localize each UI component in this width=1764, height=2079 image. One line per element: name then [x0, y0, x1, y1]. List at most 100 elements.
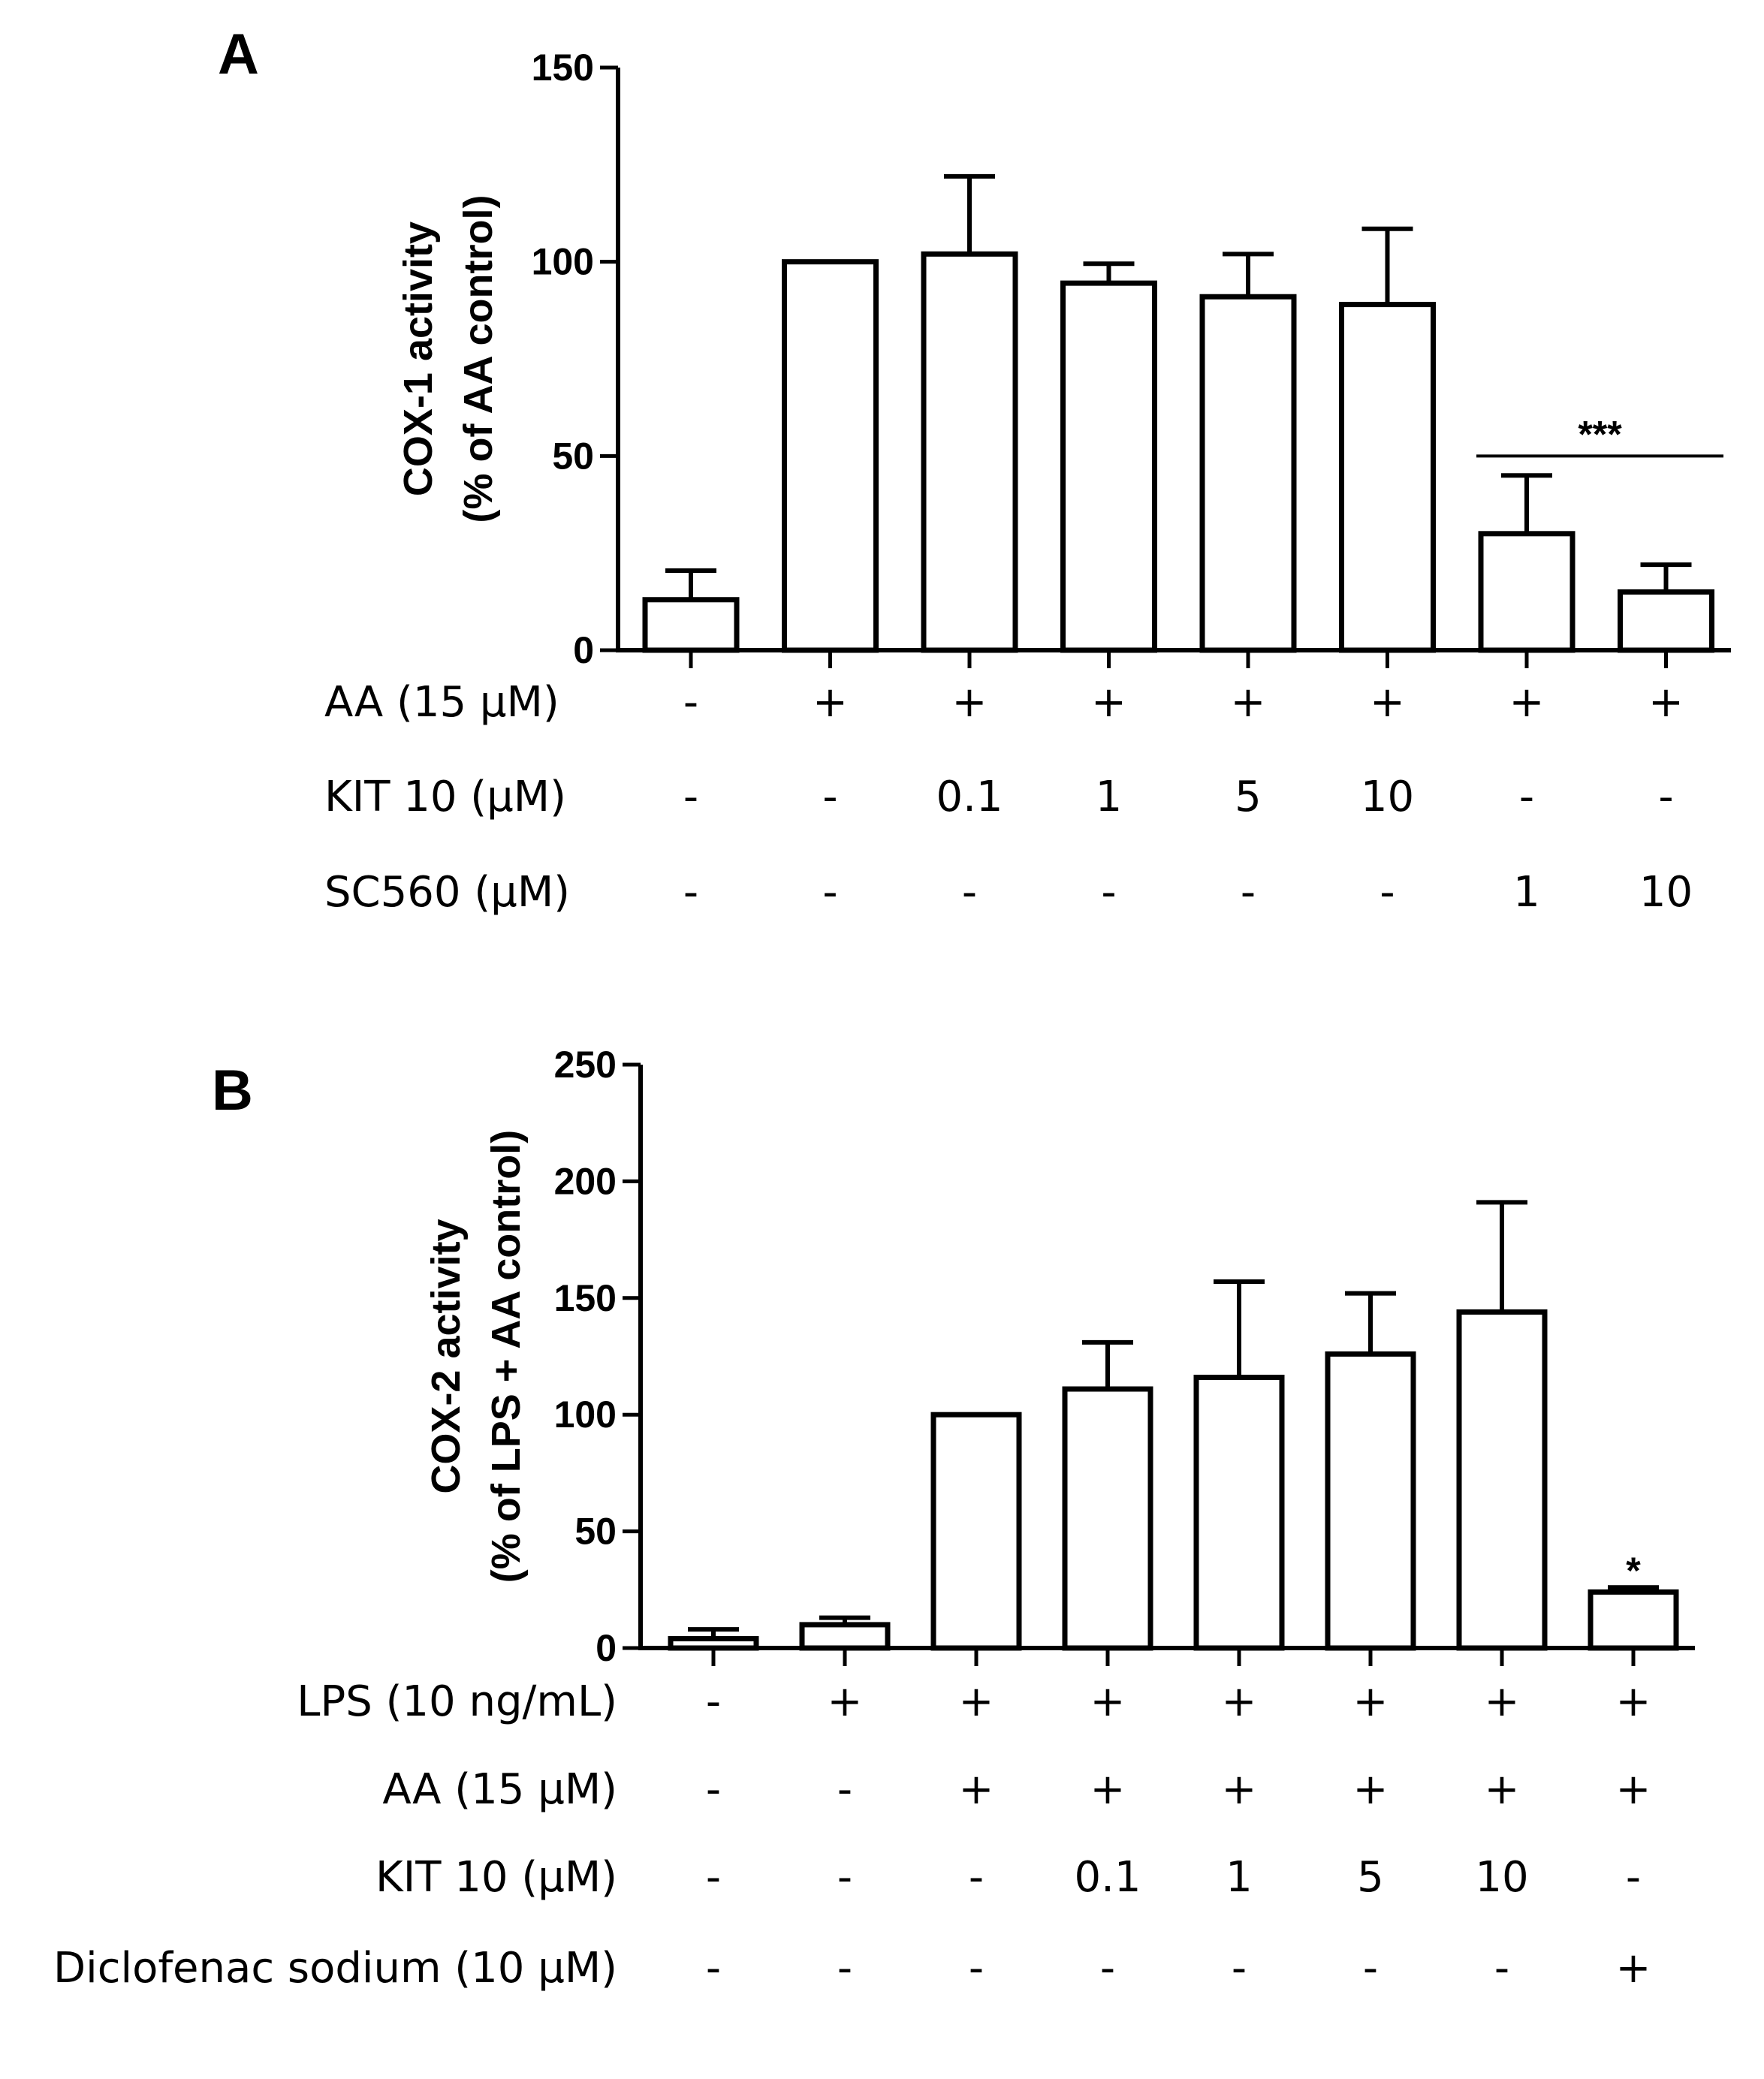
condition-value: + [959, 1677, 994, 1726]
panel-a: A 0 50 100 150 COX-1 activity (% of AA contro… [218, 23, 1731, 917]
condition-value: + [1353, 1765, 1389, 1814]
condition-label: KIT 10 (μM) [324, 773, 566, 821]
condition-value: 0.1 [936, 773, 1003, 821]
condition-label: KIT 10 (μM) [375, 1853, 617, 1902]
condition-value: - [706, 1853, 721, 1902]
condition-value: + [1370, 678, 1405, 727]
condition-value: - [683, 773, 698, 821]
condition-value: 5 [1357, 1853, 1384, 1902]
condition-label: LPS (10 ng/mL) [297, 1677, 617, 1726]
condition-value: - [822, 773, 837, 821]
condition-value: - [1519, 773, 1534, 821]
condition-value: + [959, 1765, 994, 1814]
condition-value: + [813, 678, 848, 727]
condition-value: - [683, 868, 698, 917]
y-axis-title-line1: COX-2 activity [424, 1219, 469, 1493]
condition-value: - [962, 868, 977, 917]
condition-label: SC560 (μM) [324, 868, 570, 917]
condition-value: - [1101, 868, 1116, 917]
y-axis-title-line1: COX-1 activity [396, 221, 441, 496]
condition-value: + [1485, 1765, 1520, 1814]
bar [1618, 589, 1714, 653]
y-tick-label: 0 [573, 629, 594, 671]
bar [782, 259, 879, 653]
bar [1199, 294, 1297, 653]
bar [799, 1622, 891, 1651]
condition-value: - [1380, 868, 1395, 917]
condition-value: - [1100, 1944, 1115, 1993]
bar [1062, 1386, 1153, 1651]
y-tick-label: 100 [554, 1394, 617, 1436]
condition-value: - [1494, 1944, 1509, 1993]
bar [668, 1636, 759, 1651]
condition-value: - [1241, 868, 1256, 917]
condition-value: - [706, 1677, 721, 1726]
condition-value: - [706, 1765, 721, 1814]
bar [1193, 1374, 1285, 1651]
condition-value: - [1658, 773, 1673, 821]
condition-value: 10 [1639, 868, 1693, 917]
y-axis-title-line2: (% of LPS + AA control) [484, 1130, 529, 1583]
condition-value: 0.1 [1074, 1853, 1141, 1902]
condition-value: + [1090, 1677, 1126, 1726]
y-tick-label: 50 [574, 1511, 617, 1553]
condition-value: - [1626, 1853, 1641, 1902]
condition-value: + [952, 678, 988, 727]
condition-value: + [1091, 678, 1126, 727]
condition-value: - [706, 1944, 721, 1993]
condition-value: + [1648, 678, 1684, 727]
condition-value: 1 [1513, 868, 1540, 917]
condition-value: + [828, 1677, 863, 1726]
condition-label: AA (15 μM) [382, 1765, 617, 1814]
y-tick-label: 150 [554, 1277, 617, 1319]
panel-b-axes: 0 50 100 150 200 250 COX-2 activity (% of LPS +… [424, 1044, 1695, 1669]
panel-a-axes: 0 50 100 150 COX-1 activity (% of AA control) [396, 47, 1731, 671]
condition-value: + [1222, 1677, 1257, 1726]
y-tick-label: 0 [596, 1627, 617, 1669]
y-tick-label: 150 [532, 47, 594, 89]
condition-value: + [1353, 1677, 1389, 1726]
condition-value: - [837, 1765, 852, 1814]
panel-b: B 0 50 100 150 200 250 COX-2 activity (% of LPS… [53, 1044, 1695, 1993]
y-tick-label: 200 [554, 1160, 617, 1202]
condition-value: - [1232, 1944, 1247, 1993]
condition-value: 1 [1226, 1853, 1253, 1902]
bar [642, 597, 740, 653]
significance-label: * [1626, 1550, 1641, 1592]
condition-value: 5 [1235, 773, 1262, 821]
bar [921, 251, 1018, 653]
condition-value: - [837, 1853, 852, 1902]
condition-value: + [1616, 1765, 1651, 1814]
bar [1060, 280, 1157, 653]
condition-value: - [969, 1853, 984, 1902]
condition-label: Diclofenac sodium (10 μM) [53, 1944, 617, 1993]
condition-value: + [1485, 1677, 1520, 1726]
bar [930, 1412, 1022, 1651]
panel-letter-a: A [218, 23, 259, 86]
bar [1339, 302, 1436, 653]
condition-value: - [822, 868, 837, 917]
y-tick-label: 250 [554, 1044, 617, 1086]
condition-value: - [683, 678, 698, 727]
condition-value: + [1509, 678, 1545, 727]
condition-value: 1 [1096, 773, 1123, 821]
condition-value: - [837, 1944, 852, 1993]
condition-value: + [1222, 1765, 1257, 1814]
significance-label: *** [1578, 413, 1622, 455]
condition-value: - [969, 1944, 984, 1993]
bar [1325, 1351, 1416, 1651]
condition-label: AA (15 μM) [324, 678, 559, 727]
panel-letter-b: B [212, 1059, 253, 1122]
panel-b-conditions: LPS (10 ng/mL) - + + + + + + + AA (15 μM) - - + + + + + +… [53, 1677, 1651, 1993]
y-tick-label: 50 [552, 435, 594, 477]
condition-value: 10 [1475, 1853, 1528, 1902]
panel-b-bars: * [668, 1200, 1679, 1651]
condition-value: 10 [1361, 773, 1414, 821]
bar [1478, 531, 1576, 653]
bar [1588, 1589, 1679, 1651]
condition-value: + [1231, 678, 1266, 727]
condition-value: + [1090, 1765, 1126, 1814]
condition-value: - [1363, 1944, 1378, 1993]
y-axis-title-line2: (% of AA control) [456, 195, 501, 523]
